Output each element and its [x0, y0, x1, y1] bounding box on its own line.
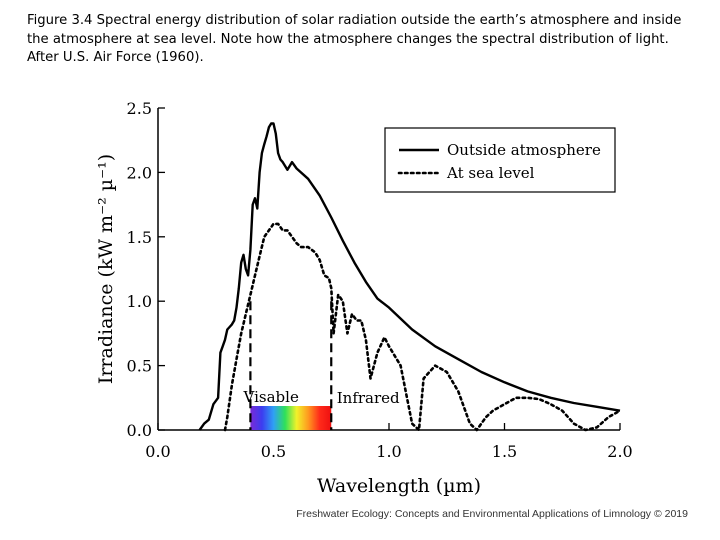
- infrared-annotation: Infrared: [337, 389, 400, 407]
- x-tick-label: 1.0: [376, 442, 401, 461]
- y-tick-label: 1.0: [127, 292, 152, 311]
- outside-atmosphere-line: [198, 122, 621, 431]
- x-axis-label: Wavelength (µm): [317, 475, 481, 497]
- chart-legend: Outside atmosphere At sea level: [384, 127, 616, 193]
- y-tick-label: 2.5: [127, 99, 152, 118]
- series-lines: [198, 122, 622, 432]
- x-tick-label: 0.0: [145, 442, 170, 461]
- legend-box: [384, 127, 616, 193]
- y-tick-label: 2.0: [127, 163, 152, 182]
- x-tick-label: 2.0: [607, 442, 632, 461]
- visible-annotation: Visable: [243, 388, 299, 406]
- x-tick-label: 1.5: [492, 442, 517, 461]
- y-axis-ticks: 0.0 0.5 1.0 1.5 2.0 2.5: [127, 99, 165, 440]
- y-tick-label: 0.0: [127, 421, 152, 440]
- sea-level-line: [223, 222, 622, 432]
- footer-credit: Freshwater Ecology: Concepts and Environ…: [296, 508, 688, 520]
- y-tick-label: 0.5: [127, 357, 152, 376]
- figure-caption: Figure 3.4 Spectral energy distribution …: [27, 13, 682, 65]
- legend-label: At sea level: [446, 164, 535, 182]
- y-axis-label: Irradiance (kW m⁻² µ⁻¹): [95, 154, 117, 384]
- visible-band: [249, 301, 333, 430]
- chart-annotations: Visable Infrared: [243, 388, 401, 407]
- x-tick-label: 0.5: [261, 442, 286, 461]
- y-tick-label: 1.5: [127, 228, 152, 247]
- x-axis-ticks: 0.0 0.5 1.0 1.5 2.0: [145, 423, 633, 461]
- visible-spectrum-bar: [250, 406, 332, 430]
- legend-label: Outside atmosphere: [447, 141, 601, 159]
